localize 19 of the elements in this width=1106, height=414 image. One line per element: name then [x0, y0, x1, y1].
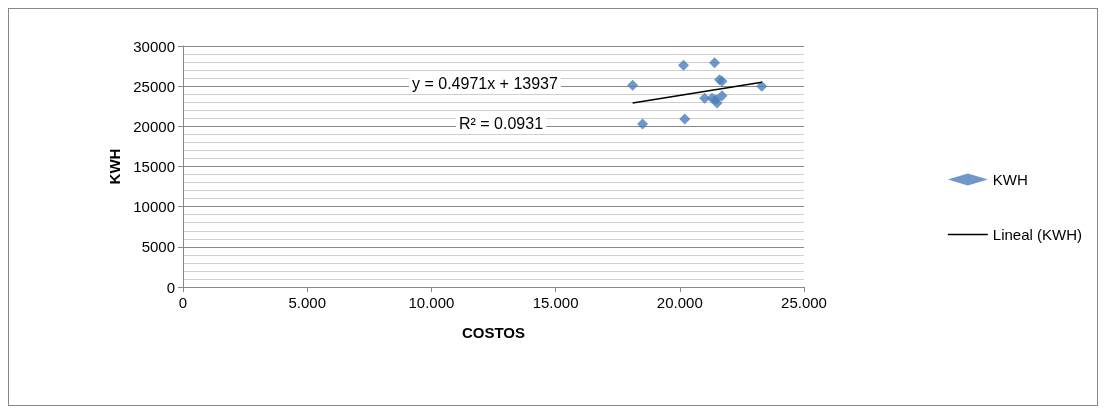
- x-tick-label: 5.000: [288, 294, 326, 311]
- x-tick-label: 25.000: [781, 294, 827, 311]
- y-tick-label: 10000: [133, 198, 175, 216]
- y-tick-label: 30000: [133, 37, 175, 55]
- y-tick-label: 0: [166, 278, 175, 296]
- x-tick-label: 15.000: [532, 294, 579, 311]
- x-tick-label: 20.000: [656, 294, 703, 311]
- legend-label: KWH: [992, 171, 1028, 188]
- y-tick-label: 5000: [141, 238, 175, 256]
- x-tick-label: 10.000: [408, 294, 455, 311]
- legend-label: Lineal (KWH): [992, 226, 1082, 243]
- annotation: y = 0.4971x + 13937: [412, 74, 558, 92]
- y-axis-title: KWH: [106, 148, 124, 185]
- y-tick-label: 25000: [133, 77, 175, 95]
- x-axis-title: COSTOS: [461, 324, 526, 341]
- x-tick-label: 0: [178, 294, 188, 311]
- annotation: R² = 0.0931: [459, 114, 544, 132]
- y-tick-label: 20000: [133, 117, 175, 135]
- y-tick-label: 15000: [133, 158, 175, 175]
